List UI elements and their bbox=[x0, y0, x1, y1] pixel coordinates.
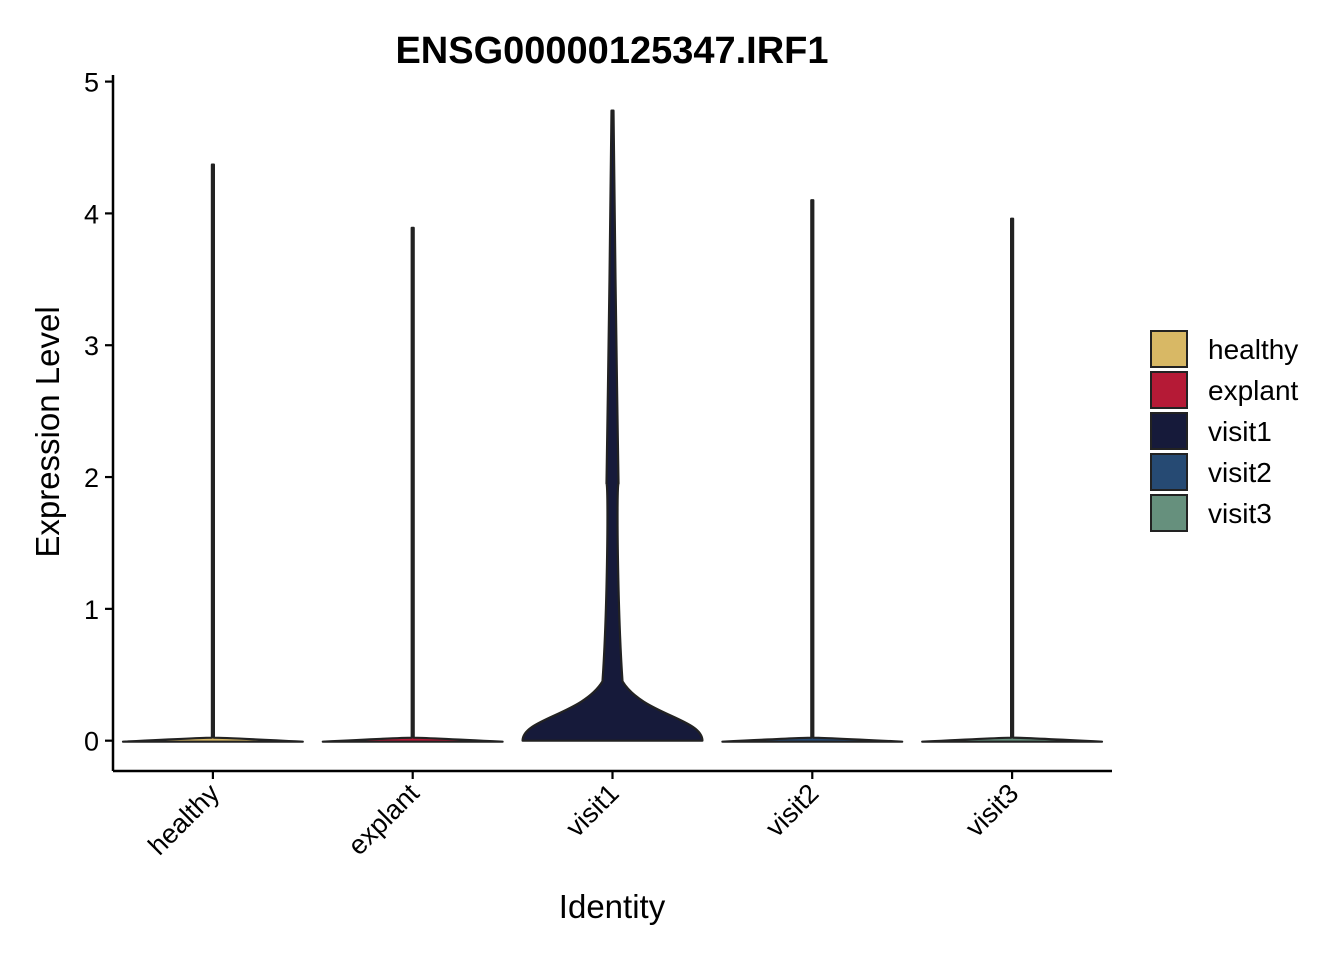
x-tick-label-explant: explant bbox=[342, 778, 425, 861]
y-tick-label-3: 3 bbox=[84, 331, 99, 361]
legend-label-visit1: visit1 bbox=[1208, 416, 1272, 447]
y-axis-label: Expression Level bbox=[29, 306, 66, 557]
legend-swatch-visit2 bbox=[1150, 453, 1188, 491]
legend-swatch-visit3 bbox=[1150, 494, 1188, 532]
x-tick-label-visit1: visit1 bbox=[560, 778, 625, 843]
y-tick-label-4: 4 bbox=[84, 199, 99, 229]
x-tick-label-visit3: visit3 bbox=[960, 778, 1025, 843]
y-tick-label-0: 0 bbox=[84, 727, 99, 757]
violin-explant bbox=[321, 226, 504, 743]
x-axis-label: Identity bbox=[559, 888, 666, 925]
legend-label-visit2: visit2 bbox=[1208, 457, 1272, 488]
x-tick-label-visit2: visit2 bbox=[760, 778, 825, 843]
legend-label-visit3: visit3 bbox=[1208, 498, 1272, 529]
y-tick-label-1: 1 bbox=[84, 595, 99, 625]
violins-group bbox=[121, 109, 1104, 743]
violin-visit2 bbox=[721, 199, 904, 743]
violin-healthy bbox=[121, 163, 304, 743]
y-tick-label-2: 2 bbox=[84, 463, 99, 493]
legend-label-explant: explant bbox=[1208, 375, 1299, 406]
violin-visit1 bbox=[521, 109, 704, 742]
legend-swatch-explant bbox=[1150, 371, 1188, 409]
legend-swatch-visit1 bbox=[1150, 412, 1188, 450]
legend: healthy explant visit1 visit2 visit3 bbox=[1150, 330, 1299, 532]
legend-swatch-healthy bbox=[1150, 330, 1188, 368]
chart-title: ENSG00000125347.IRF1 bbox=[395, 30, 828, 72]
y-tick-label-5: 5 bbox=[84, 68, 99, 98]
violin-visit3 bbox=[921, 217, 1104, 743]
x-tick-label-healthy: healthy bbox=[142, 778, 225, 861]
legend-label-healthy: healthy bbox=[1208, 334, 1298, 365]
